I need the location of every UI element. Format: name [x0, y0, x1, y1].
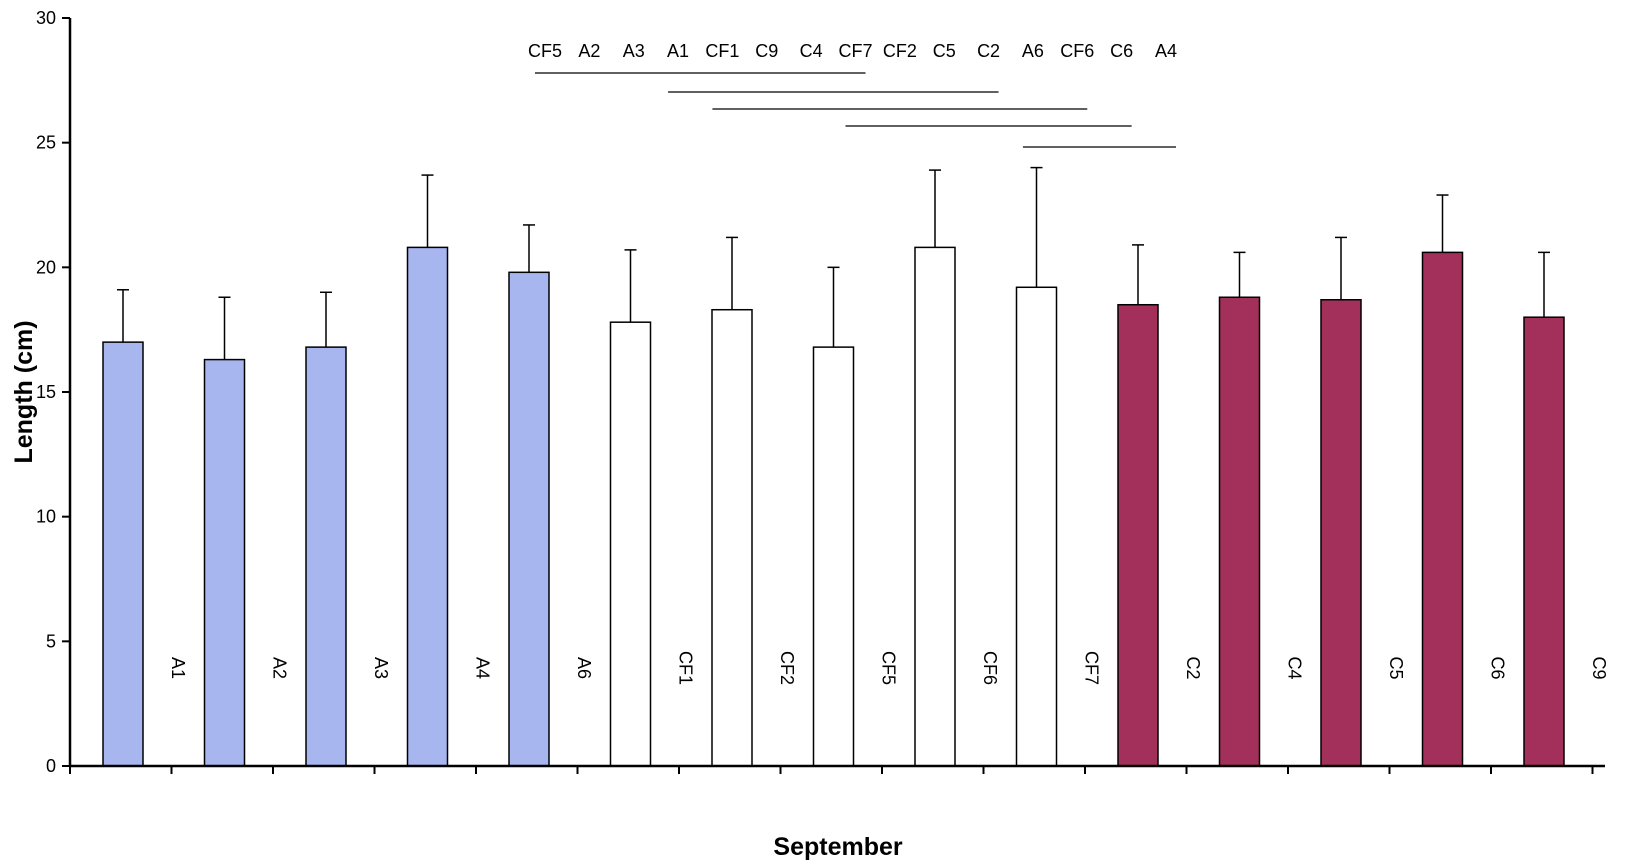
bars-layer	[102, 246, 1565, 767]
ranking-label: C4	[800, 41, 823, 61]
bar-CF5	[812, 346, 855, 767]
category-label: CF1	[676, 651, 696, 685]
bar-CF1	[609, 321, 652, 767]
ranking-label: C5	[933, 41, 956, 61]
category-label: CF5	[879, 651, 899, 685]
bar-A3	[305, 346, 347, 767]
bar-C4	[1218, 296, 1261, 767]
category-labels-layer: A1 A2 A3 A4 A6 CF1 CF2 CF5 CF6 CF7 C2 C4 C5 C6 C9	[168, 651, 1609, 685]
bar-A1	[102, 341, 144, 767]
category-label: A2	[270, 657, 290, 679]
bar-C2	[1117, 303, 1159, 767]
ranking-label: C6	[1110, 41, 1133, 61]
bar-C9	[1523, 316, 1565, 767]
category-label: C6	[1488, 656, 1508, 679]
category-label: A6	[574, 657, 594, 679]
bar-CF2	[711, 308, 753, 767]
ranking-label: CF2	[883, 41, 917, 61]
category-label: C9	[1589, 656, 1609, 679]
ranking-label: A2	[578, 41, 600, 61]
ranking-layer: CF5 A2 A3 A1 CF1 C9 C4 CF7 CF2 C5 C2 A6 CF6 C6 A4	[528, 41, 1177, 148]
ranking-label: CF6	[1060, 41, 1094, 61]
category-label: CF7	[1082, 651, 1102, 685]
bar-CF7	[1015, 286, 1058, 767]
ranking-label: A3	[623, 41, 645, 61]
y-ticks-layer: 0 5 10 15 20 25 30	[36, 8, 70, 776]
y-tick-label: 10	[36, 507, 56, 527]
ranking-label: CF7	[838, 41, 872, 61]
ranking-label: CF1	[705, 41, 739, 61]
bar-A4	[406, 246, 449, 767]
bar-CF6	[914, 246, 956, 767]
ranking-label: A4	[1155, 41, 1177, 61]
error-bars-layer	[117, 166, 1550, 360]
bar-A2	[203, 358, 246, 767]
x-ticks-layer	[69, 766, 1594, 774]
category-label: CF2	[777, 651, 797, 685]
y-tick-label: 5	[46, 631, 56, 651]
y-tick-label: 30	[36, 8, 56, 28]
category-label: A3	[371, 657, 391, 679]
ranking-label: A6	[1022, 41, 1044, 61]
y-tick-label: 25	[36, 133, 56, 153]
category-label: C2	[1183, 656, 1203, 679]
category-label: A4	[473, 657, 493, 679]
category-label: CF6	[980, 651, 1000, 685]
y-tick-label: 20	[36, 257, 56, 277]
y-tick-label: 15	[36, 382, 56, 402]
ranking-label: C2	[977, 41, 1000, 61]
category-label: A1	[168, 657, 188, 679]
category-label: C4	[1285, 656, 1305, 679]
ranking-label: C9	[755, 41, 778, 61]
ranking-label: CF5	[528, 41, 562, 61]
bar-A6	[508, 271, 550, 767]
x-axis-title: September	[773, 833, 902, 861]
bar-C5	[1320, 298, 1362, 767]
y-axis-title: Length (cm)	[10, 320, 38, 463]
ranking-label: A1	[667, 41, 689, 61]
category-label: C5	[1386, 656, 1406, 679]
y-tick-label: 0	[46, 756, 56, 776]
bar-C6	[1421, 251, 1464, 767]
